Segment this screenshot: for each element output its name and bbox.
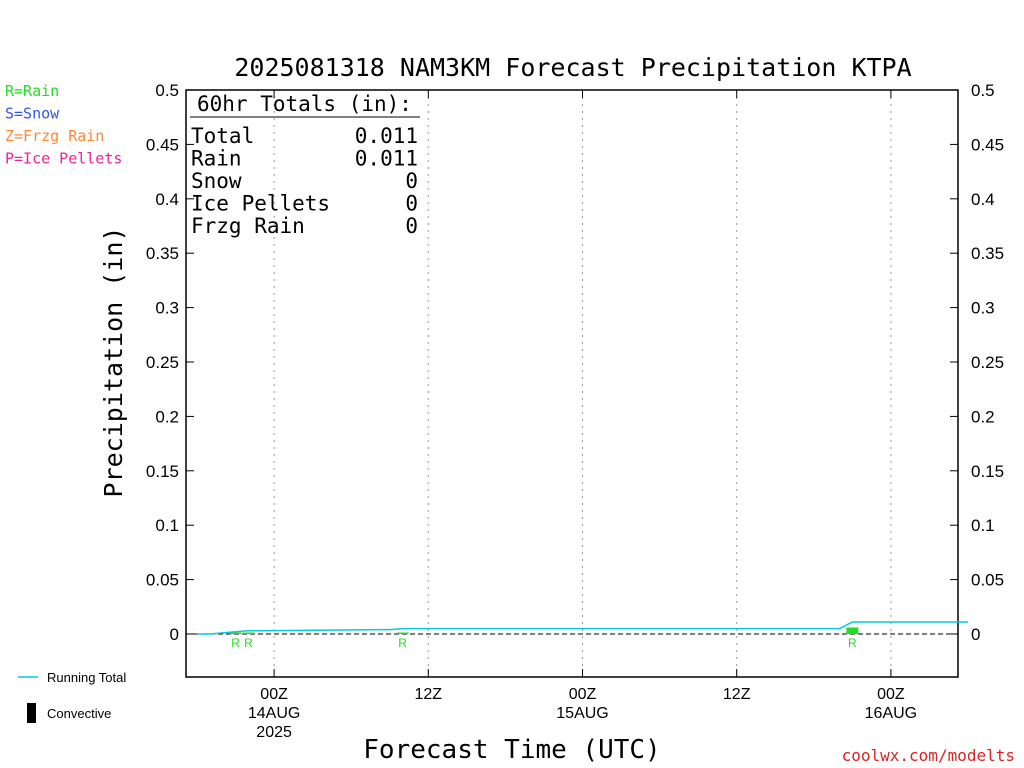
x-tick-label: 14AUG <box>248 705 300 722</box>
precip-type-legend-item: Z=Frzg Rain <box>5 127 104 145</box>
y-tick-label-left: 0.45 <box>146 135 179 154</box>
totals-row-name: Rain <box>191 147 242 171</box>
precip-bar <box>242 632 255 634</box>
precip-type-label: R <box>231 636 240 650</box>
x-tick-label: 16AUG <box>865 705 917 722</box>
chart-title: 2025081318 NAM3KM Forecast Precipitation… <box>234 53 911 82</box>
y-tick-label-right: 0.4 <box>971 190 995 209</box>
y-tick-label-left: 0.25 <box>146 353 179 372</box>
y-tick-label-left: 0.1 <box>155 516 179 535</box>
y-tick-label-right: 0 <box>971 625 980 644</box>
totals-row-name: Frzg Rain <box>191 214 305 238</box>
totals-row-name: Snow <box>191 169 242 193</box>
running-total-line <box>197 621 968 635</box>
convective-legend-label: Convective <box>47 706 111 721</box>
running-total-legend-label: Running Total <box>47 670 126 685</box>
x-tick-label: 00Z <box>260 686 288 703</box>
y-tick-label-right: 0.2 <box>971 407 995 426</box>
y-tick-label-right: 0.15 <box>971 462 1004 481</box>
precip-bar <box>396 632 409 634</box>
precip-type-legend: R=Rain S=Snow Z=Frzg Rain P=Ice Pellets <box>5 82 122 168</box>
totals-box: 60hr Totals (in): Total 0.011 Rain 0.011 Sno… <box>190 92 420 238</box>
y-tick-label-left: 0.5 <box>155 81 179 100</box>
y-tick-label-right: 0.05 <box>971 571 1004 590</box>
precip-type-label: R <box>398 636 407 650</box>
y-tick-label-left: 0.05 <box>146 571 179 590</box>
precip-type-legend-item: S=Snow <box>5 105 60 123</box>
y-tick-label-right: 0.35 <box>971 244 1004 263</box>
x-axis-label: Forecast Time (UTC) <box>363 735 660 765</box>
x-tick-label: 12Z <box>723 686 751 703</box>
x-tick-label: 00Z <box>877 686 905 703</box>
grid-lines <box>273 90 892 677</box>
plot-frame <box>185 89 959 678</box>
precip-bar <box>846 627 859 634</box>
precip-bar <box>229 632 242 634</box>
precip-type-legend-item: P=Ice Pellets <box>5 150 122 168</box>
x-tick-label: 00Z <box>569 686 597 703</box>
y-tick-label-left: 0.4 <box>155 190 179 209</box>
totals-row-value: 0 <box>405 169 418 193</box>
y-tick-label-right: 0.5 <box>971 81 995 100</box>
x-tick-label: 15AUG <box>556 705 608 722</box>
y-axis-label: Precipitation (in) <box>99 227 128 498</box>
totals-header: 60hr Totals (in): <box>197 92 412 116</box>
totals-row-value: 0.011 <box>355 147 418 171</box>
y-axis-ticks: 0.5 0.5 0.45 0.45 0.4 0.4 0.35 0.35 0.3 0.3 0.25 0.… <box>146 81 1004 644</box>
totals-row-value: 0.011 <box>355 124 418 148</box>
x-tick-label: 12Z <box>415 686 443 703</box>
convective-legend-swatch <box>27 703 36 723</box>
x-axis-ticks: 00Z 14AUG 2025 12Z 00Z 15AUG 12Z 00Z 16AUG <box>248 90 917 741</box>
precip-type-label: R <box>244 636 253 650</box>
y-tick-label-left: 0 <box>170 625 179 644</box>
credit-text: coolwx.com/modelts <box>842 746 1015 765</box>
y-tick-label-left: 0.2 <box>155 407 179 426</box>
totals-row-name: Total <box>191 124 254 148</box>
precip-type-label: R <box>848 636 857 650</box>
y-tick-label-right: 0.1 <box>971 516 995 535</box>
y-tick-label-right: 0.45 <box>971 135 1004 154</box>
totals-row-name: Ice Pellets <box>191 192 330 216</box>
y-tick-label-left: 0.15 <box>146 462 179 481</box>
y-tick-label-right: 0.25 <box>971 353 1004 372</box>
y-tick-label-right: 0.3 <box>971 299 995 318</box>
y-tick-label-left: 0.35 <box>146 244 179 263</box>
precip-type-legend-item: R=Rain <box>5 82 59 100</box>
y-tick-label-left: 0.3 <box>155 299 179 318</box>
totals-row-value: 0 <box>405 214 418 238</box>
totals-row-value: 0 <box>405 192 418 216</box>
x-tick-label: 2025 <box>256 724 292 741</box>
